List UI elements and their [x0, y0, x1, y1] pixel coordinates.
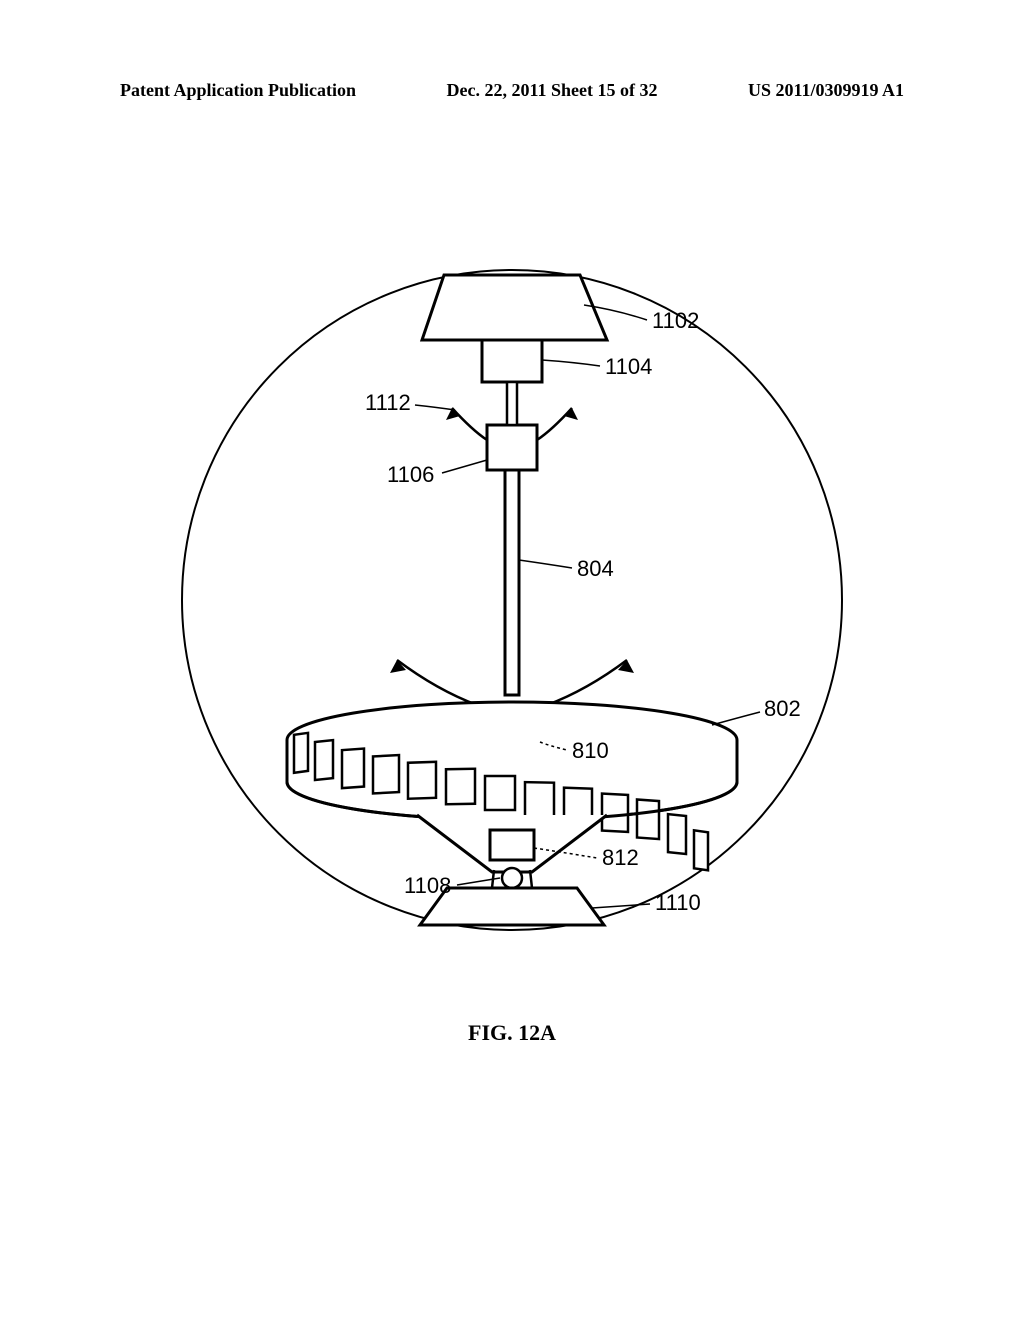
label-1112: 1112 [365, 390, 411, 415]
header-center: Dec. 22, 2011 Sheet 15 of 32 [447, 80, 658, 101]
patent-header: Patent Application Publication Dec. 22, … [0, 80, 1024, 101]
header-left: Patent Application Publication [120, 80, 356, 101]
shaft-main [505, 470, 519, 695]
label-1106: 1106 [387, 462, 434, 487]
top-block [422, 275, 607, 340]
collar [482, 340, 542, 382]
pivot-block [487, 425, 537, 470]
label-1102: 1102 [652, 308, 699, 333]
ball-joint [502, 868, 522, 888]
technical-diagram: 1102 1104 1112 1106 804 802 810 812 [172, 260, 852, 940]
header-right: US 2011/0309919 A1 [748, 80, 904, 101]
label-812: 812 [602, 845, 639, 870]
hub-bottom [490, 830, 534, 860]
figure-caption: FIG. 12A [468, 1020, 556, 1046]
label-1104: 1104 [605, 354, 652, 379]
label-1110: 1110 [655, 890, 701, 915]
shaft-upper [507, 382, 517, 425]
label-802: 802 [764, 696, 801, 721]
label-1108: 1108 [404, 873, 451, 898]
figure-12a: 1102 1104 1112 1106 804 802 810 812 [172, 260, 852, 940]
label-804: 804 [577, 556, 614, 581]
label-810: 810 [572, 738, 609, 763]
